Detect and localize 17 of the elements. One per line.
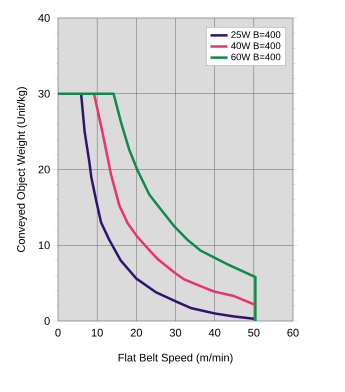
y-tick-label: 10	[38, 241, 50, 250]
legend-label: 60W B=400	[231, 54, 280, 60]
legend-label: 25W B=400	[231, 31, 280, 38]
x-tick-label: 30	[170, 328, 182, 337]
x-tick-label: 60	[287, 328, 299, 337]
x-tick-label: 0	[55, 328, 61, 337]
x-tick-label: 40	[208, 328, 220, 337]
y-tick-label: 30	[38, 90, 50, 98]
x-axis-title: Flat Belt Speed (m/min)	[118, 353, 233, 364]
y-tick-label: 40	[38, 14, 50, 22]
y-axis-title: Conveyed Object Weight (Unit/kg)	[16, 87, 28, 252]
x-tick-label: 20	[130, 328, 142, 337]
x-tick-label: 10	[92, 328, 103, 337]
x-tick-label: 50	[248, 328, 260, 337]
y-tick-label: 20	[38, 166, 50, 174]
y-tick-label: 0	[44, 317, 50, 325]
legend-label: 40W B=400	[231, 42, 280, 50]
